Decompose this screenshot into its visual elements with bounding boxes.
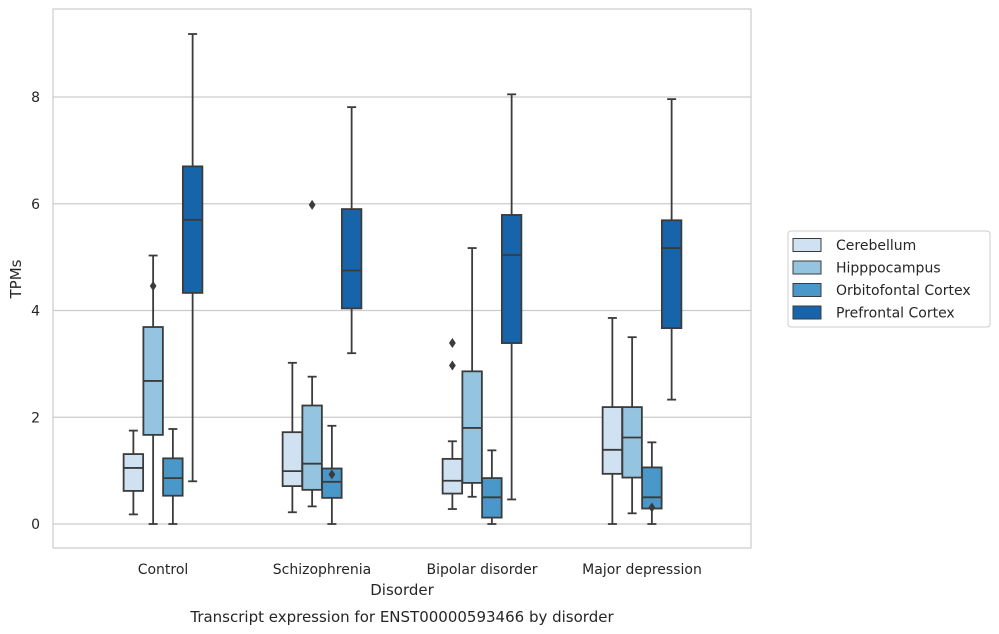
chart-caption: Transcript expression for ENST0000059346… [189,608,614,626]
box-prefrontal-cortex [500,93,523,501]
iqr-box [500,214,523,344]
box-group-bipolar-disorder [441,93,523,525]
y-tick-label: 8 [31,90,40,106]
box-hipppocampus [142,254,164,525]
plot-frame [52,8,752,549]
iqr-box [660,219,683,330]
box-group-control [122,33,204,525]
y-tick-label: 6 [31,197,40,213]
box-orbitofontal-cortex [481,449,503,525]
iqr-box [621,406,643,479]
outlier-point [448,360,456,371]
y-tick-label: 4 [31,304,40,320]
outlier-point [328,469,336,480]
box-hipppocampus [461,247,483,498]
iqr-box [122,453,145,492]
outlier-point [149,280,157,291]
box-orbitofontal-cortex [321,424,343,525]
iqr-box [281,431,304,488]
iqr-box [340,208,363,310]
legend-swatch-cerebellum [792,238,822,252]
box-hipppocampus [301,199,323,508]
box-cerebellum [601,317,624,525]
legend-label-cerebellum: Cerebellum [836,238,916,254]
outlier-point [448,338,456,349]
legend: Cerebellum Hipppocampus Orbitofontal Corte… [787,230,991,328]
legend-label-prefrontal-cortex: Prefrontal Cortex [836,306,955,322]
box-cerebellum [281,361,304,514]
y-tick-label: 2 [31,410,40,426]
outlier-point [648,502,656,513]
y-tick-label: 0 [31,517,40,533]
box-hipppocampus [621,336,643,515]
legend-label-orbitofontal-cortex: Orbitofontal Cortex [836,283,971,299]
x-tick-labels: Control Schizophrenia Bipolar disorder Majo… [138,562,702,578]
box-orbitofontal-cortex [162,428,184,525]
x-tick-label-major-depression: Major depression [582,562,702,578]
box-orbitofontal-cortex [641,441,663,525]
x-tick-label-control: Control [138,562,189,578]
iqr-box [181,165,204,294]
iqr-box [441,457,464,495]
box-group-major-depression [601,98,683,525]
box-cerebellum [441,338,464,510]
iqr-box [301,404,323,491]
y-tick-labels: 0 2 4 6 8 [31,90,40,533]
x-tick-label-schizophrenia: Schizophrenia [273,562,371,578]
legend-swatch-prefrontal-cortex [792,305,822,320]
box-prefrontal-cortex [660,98,683,401]
box-prefrontal-cortex [181,33,204,483]
legend-label-hipppocampus: Hipppocampus [836,261,941,277]
box-group-schizophrenia [281,106,363,525]
legend-swatch-orbitofontal-cortex [792,283,822,297]
box-prefrontal-cortex [340,106,363,355]
legend-frame [787,230,991,328]
iqr-box [162,457,184,497]
outlier-point [308,199,316,210]
box-groups [122,33,683,525]
iqr-box [321,467,343,499]
x-tick-label-bipolar-disorder: Bipolar disorder [426,562,537,578]
box-cerebellum [122,429,145,516]
y-axis-label: TPMs [7,259,25,299]
legend-swatch-hipppocampus [792,260,822,275]
iqr-box [641,466,663,510]
x-axis-label: Disorder [370,581,434,599]
iqr-box [601,406,624,475]
